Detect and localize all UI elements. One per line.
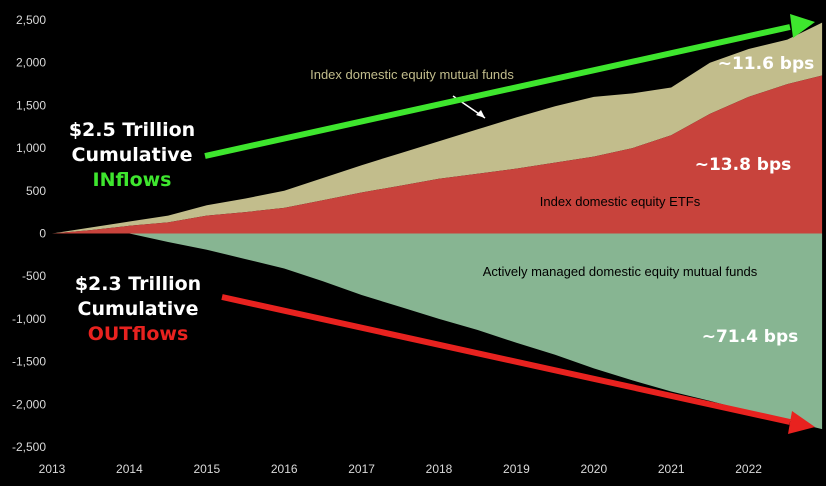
inflows-arrow-line bbox=[204, 24, 791, 159]
y-tick-label: -2,000 bbox=[12, 397, 46, 411]
inflows-arrowhead bbox=[790, 14, 815, 38]
label-active-funds: Actively managed domestic equity mutual … bbox=[483, 264, 758, 279]
bps-active: ~71.4 bps bbox=[702, 327, 799, 347]
y-tick-label: -2,500 bbox=[12, 440, 46, 454]
bps-mutual-index: ~11.6 bps bbox=[718, 54, 815, 74]
bps-etf: ~13.8 bps bbox=[695, 155, 792, 175]
y-tick-label: 2,500 bbox=[16, 13, 46, 27]
chart-axes: 2,500 2,000 1,500 1,000 500 0 -500 -1,000 -1,500… bbox=[12, 13, 762, 476]
y-tick-label: 0 bbox=[39, 227, 46, 241]
outflows-arrowhead bbox=[788, 411, 815, 434]
label-index-etfs: Index domestic equity ETFs bbox=[540, 194, 701, 209]
x-tick-label: 2021 bbox=[658, 462, 685, 476]
x-tick-label: 2014 bbox=[116, 462, 143, 476]
x-tick-label: 2020 bbox=[580, 462, 607, 476]
x-tick-label: 2015 bbox=[193, 462, 220, 476]
label-index-mutual-funds: Index domestic equity mutual funds bbox=[310, 67, 514, 82]
inflows-word: INflows bbox=[93, 169, 172, 191]
x-tick-label: 2016 bbox=[271, 462, 298, 476]
y-tick-label: -1,000 bbox=[12, 312, 46, 326]
outflows-arrow-line bbox=[221, 294, 791, 425]
chart-labels: Index domestic equity mutual funds Index… bbox=[69, 14, 815, 434]
y-tick-label: 1,500 bbox=[16, 98, 46, 112]
inflows-amount: $2.5 Trillion bbox=[69, 119, 195, 141]
outflows-cumulative: Cumulative bbox=[78, 298, 199, 320]
area-index-etfs bbox=[52, 75, 823, 234]
outflows-amount: $2.3 Trillion bbox=[75, 273, 201, 295]
y-tick-label: -500 bbox=[22, 269, 46, 283]
x-tick-label: 2018 bbox=[426, 462, 453, 476]
y-tick-label: -1,500 bbox=[12, 355, 46, 369]
x-tick-label: 2022 bbox=[735, 462, 762, 476]
area-active-funds bbox=[52, 233, 823, 430]
x-tick-label: 2017 bbox=[348, 462, 375, 476]
x-tick-label: 2019 bbox=[503, 462, 530, 476]
pointer-arrowhead bbox=[476, 110, 485, 118]
x-tick-label: 2013 bbox=[39, 462, 66, 476]
y-tick-label: 500 bbox=[26, 184, 46, 198]
inflows-cumulative: Cumulative bbox=[72, 144, 193, 166]
outflows-word: OUTflows bbox=[88, 323, 189, 345]
y-tick-label: 2,000 bbox=[16, 56, 46, 70]
chart-areas bbox=[52, 22, 823, 430]
area-index-mutual-funds bbox=[52, 22, 823, 234]
y-tick-label: 1,000 bbox=[16, 141, 46, 155]
